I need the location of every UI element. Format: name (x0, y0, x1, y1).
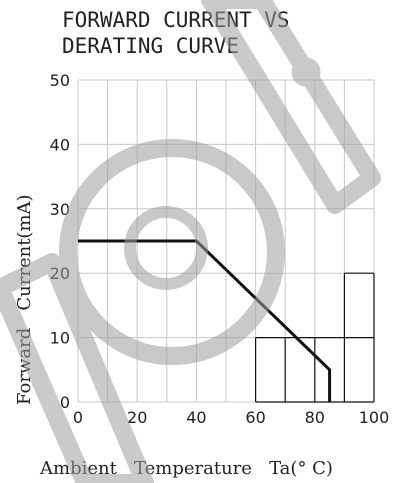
y-tick-label: 0 (60, 393, 70, 412)
x-axis-label: Ambient Temperature Ta(° C) (39, 458, 333, 479)
x-tick-label: 80 (305, 408, 325, 427)
y-tick-label: 30 (50, 200, 70, 219)
watermark (0, 0, 381, 483)
watermark-stroke-lower (0, 253, 154, 483)
x-tick-label: 20 (127, 408, 147, 427)
chart-title-line-1: FORWARD CURRENT VS (62, 8, 290, 32)
x-tick-label: 40 (186, 408, 206, 427)
chart-title-line-2: DERATING CURVE (62, 34, 239, 58)
y-tick-label: 50 (50, 71, 70, 90)
watermark-dot (291, 57, 321, 87)
y-tick-label: 10 (50, 329, 70, 348)
watermark-ring-large (59, 139, 285, 365)
watermark-stroke-upper (201, 0, 381, 214)
grid-highlight-boxes (255, 272, 375, 403)
watermark-ring-small (124, 206, 208, 290)
x-tick-label: 100 (359, 408, 390, 427)
x-tick-label: 0 (73, 408, 83, 427)
y-tick-label: 40 (50, 135, 70, 154)
x-tick-label: 60 (245, 408, 265, 427)
